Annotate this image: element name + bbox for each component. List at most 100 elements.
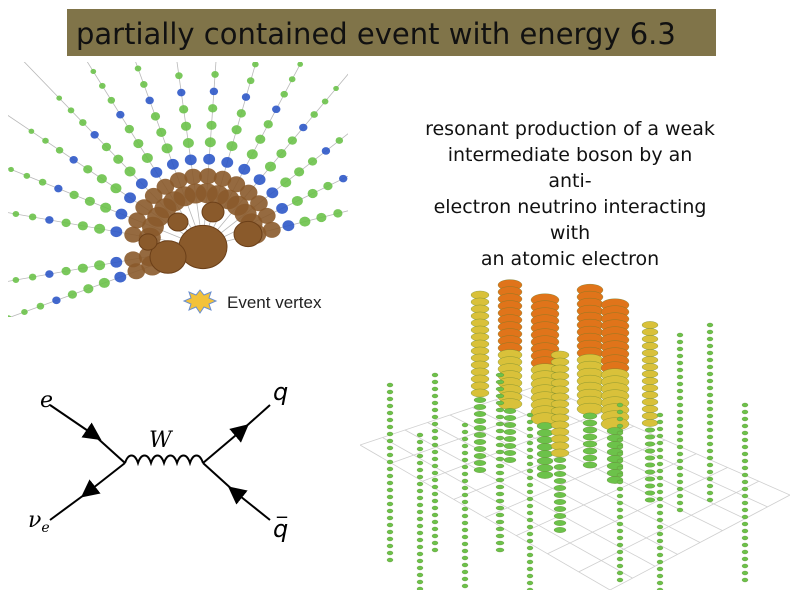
sensor-hit <box>706 427 714 433</box>
sensor-hit <box>644 462 656 468</box>
sensor-hit <box>706 406 714 412</box>
sensor-hit <box>656 552 664 558</box>
sensor-hit <box>582 454 598 462</box>
grid-line <box>578 480 759 573</box>
sensor-hit <box>656 433 664 439</box>
sensor-hit <box>416 453 424 459</box>
caption-line-2: intermediate boson by an <box>447 144 693 166</box>
sensor-hit <box>206 120 217 130</box>
sensor-hit <box>676 367 684 373</box>
sensor-hit <box>84 196 95 206</box>
sensor-hit <box>616 500 624 506</box>
sensor-hit <box>276 203 289 214</box>
detector-grid <box>360 384 790 590</box>
sensor-hit <box>416 481 424 487</box>
sensor-hit <box>239 184 258 201</box>
sensor-hit <box>641 370 659 378</box>
sensor-hit <box>386 424 394 430</box>
sensor-hit <box>495 407 505 413</box>
sensor-hit <box>644 469 656 475</box>
sensor-hit <box>156 178 175 195</box>
sensor-hit <box>676 395 684 401</box>
sensor-hit <box>553 513 567 519</box>
sensor-hit <box>416 579 424 585</box>
sensor-hit <box>676 346 684 352</box>
sensor-hit <box>526 419 534 425</box>
caption-line-5: with <box>549 222 591 244</box>
sensor-hit <box>644 490 656 496</box>
sensor-hit <box>416 516 424 522</box>
sensor-hit <box>241 93 251 101</box>
sensor-hit <box>741 514 749 520</box>
sensor-hit <box>156 127 167 137</box>
sensor-hit <box>203 153 216 165</box>
sensor-hit <box>616 444 624 450</box>
sensor-hit <box>101 142 112 152</box>
sensor-hit <box>179 105 189 114</box>
sensor-hit <box>741 479 749 485</box>
sensor-hit <box>287 136 297 145</box>
sensor-hit <box>616 549 624 555</box>
sensor-hit <box>461 443 469 449</box>
sensor-hit <box>656 524 664 530</box>
sensor-hit <box>616 535 624 541</box>
sensor-hit <box>553 485 567 491</box>
sensor-hit <box>582 440 598 448</box>
sensor-hit <box>145 96 154 105</box>
sensor-hit <box>582 433 598 441</box>
sensor-hit <box>536 443 554 451</box>
label-boson: W <box>149 428 174 453</box>
sensor-hit <box>495 477 505 483</box>
energy-deposit <box>149 240 187 274</box>
sensor-hit <box>526 482 534 488</box>
sensor-hit <box>77 263 88 273</box>
outgoing-antiquark-line <box>227 486 271 521</box>
sensor-hit <box>616 542 624 548</box>
sensor-hit <box>470 388 490 398</box>
sensor-hit <box>676 493 684 499</box>
title-banner: partially contained event with energy 6.… <box>67 9 716 56</box>
sensor-hit <box>96 174 107 184</box>
sensor-hit <box>616 479 624 485</box>
sensor-hit <box>386 557 394 563</box>
sensor-hit <box>310 111 318 118</box>
sensor-hit <box>307 188 318 199</box>
sensor-hit <box>616 465 624 471</box>
incoming-electron-line <box>49 404 102 441</box>
sensor-hit <box>473 439 487 445</box>
sensor-hit <box>208 104 218 113</box>
sensor-hit <box>473 411 487 417</box>
sensor-hit <box>553 471 567 477</box>
sensor-hit <box>741 528 749 534</box>
sensor-hit <box>246 77 255 85</box>
sensor-hit <box>616 437 624 443</box>
sensor-hit <box>461 422 469 428</box>
sensor-hit <box>335 137 344 144</box>
label-outgoing-bottom: q <box>273 515 288 543</box>
sensor-hit <box>526 531 534 537</box>
sensor-hit <box>616 402 624 408</box>
sensor-hit <box>641 349 659 357</box>
sensor-hit <box>526 503 534 509</box>
sensor-hit <box>656 496 664 502</box>
sensor-hit <box>175 72 183 80</box>
sensor-hit <box>495 421 505 427</box>
sensor-hit <box>656 419 664 425</box>
sensor-hit <box>656 461 664 467</box>
sensor-hit <box>461 506 469 512</box>
sensor-hit <box>416 488 424 494</box>
sensor-hit <box>431 414 439 420</box>
sensor-hit <box>641 405 659 413</box>
sensor-hit <box>526 545 534 551</box>
event-vertex-label: Event vertex <box>227 293 322 312</box>
sensor-hit <box>503 415 517 421</box>
sensor-hit <box>416 558 424 564</box>
sensor-hit <box>166 158 179 170</box>
sensor-hit <box>706 357 714 363</box>
sensor-hit <box>656 440 664 446</box>
sensor-hit <box>461 527 469 533</box>
sensor-hit <box>56 95 63 101</box>
sensor-hit <box>495 533 505 539</box>
sensor-hit <box>644 497 656 503</box>
sensor-hit <box>656 454 664 460</box>
